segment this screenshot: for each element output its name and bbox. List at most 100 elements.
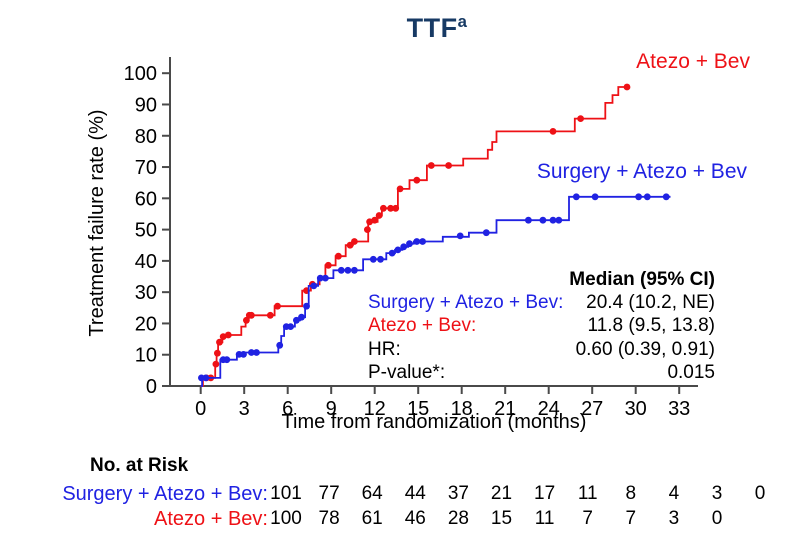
- risk-count: 0: [711, 508, 723, 529]
- censor-mark-atezo-bev: [364, 226, 371, 234]
- risk-count: 7: [625, 508, 637, 529]
- censor-mark-surgery-atezo-bev: [310, 282, 318, 290]
- stats-label-pvalue: P-value*:: [368, 361, 446, 383]
- risk-count: 7: [582, 508, 593, 529]
- x-tick-label: 27: [581, 398, 603, 420]
- censor-mark-surgery-atezo-bev: [549, 216, 557, 224]
- risk-count: 3: [711, 483, 723, 504]
- risk-count: 64: [361, 483, 383, 504]
- risk-count: 37: [447, 483, 469, 504]
- risk-table-title: No. at Risk: [90, 455, 189, 476]
- censor-mark-surgery-atezo-bev: [591, 193, 599, 201]
- censor-mark-atezo-bev: [427, 162, 435, 169]
- censor-mark-surgery-atezo-bev: [316, 274, 324, 282]
- censor-mark-atezo-bev: [214, 349, 221, 357]
- km-chart-canvas: 0 10 20 30 40 50 60 70 80 90 100 0 3 6 9 12 15 18 21 24 27 30…: [124, 57, 698, 420]
- curve-label-surgery-atezo-bev: Surgery + Atezo + Bev: [536, 160, 747, 183]
- stats-row-surgery-atezo-bev: Surgery + Atezo + Bev: 20.4 (10.2, NE): [368, 291, 715, 314]
- y-tick-label: 100: [124, 63, 157, 85]
- stats-value-atezo-bev: 11.8 (9.5, 13.8): [587, 315, 715, 337]
- risk-row-label-surgery-atezo-bev: Surgery + Atezo + Bev:: [62, 483, 268, 505]
- x-axis-title: Time from randomization (months): [281, 411, 587, 433]
- x-tick-label: 33: [668, 398, 690, 420]
- risk-count: 100: [270, 508, 302, 529]
- risk-count: 11: [534, 508, 555, 529]
- risk-count: 17: [534, 483, 556, 504]
- censor-mark-surgery-atezo-bev: [406, 240, 413, 248]
- risk-count: 15: [490, 508, 513, 529]
- censor-mark-atezo-bev: [219, 333, 227, 340]
- y-tick-label: 20: [135, 313, 157, 335]
- censor-mark-atezo-bev: [387, 204, 394, 212]
- censor-mark-atezo-bev: [577, 115, 584, 122]
- risk-count: 21: [490, 483, 513, 504]
- risk-count: 77: [318, 483, 340, 504]
- censor-mark-surgery-atezo-bev: [276, 341, 284, 349]
- censor-mark-surgery-atezo-bev: [240, 351, 247, 358]
- censor-mark-surgery-atezo-bev: [293, 316, 300, 324]
- censor-mark-atezo-bev: [212, 360, 220, 368]
- stats-row-pvalue: P-value*: 0.015: [368, 361, 715, 384]
- censor-mark-atezo-bev: [266, 311, 274, 319]
- censor-mark-atezo-bev: [375, 212, 383, 219]
- censor-mark-atezo-bev: [392, 204, 400, 212]
- censor-mark-surgery-atezo-bev: [388, 249, 396, 257]
- censor-mark-surgery-atezo-bev: [253, 349, 260, 356]
- stats-label-hr: HR:: [368, 338, 401, 360]
- censor-mark-surgery-atezo-bev: [337, 266, 345, 274]
- censor-mark-surgery-atezo-bev: [643, 193, 651, 201]
- risk-count: 61: [361, 508, 383, 529]
- censor-mark-atezo-bev: [248, 311, 255, 319]
- censor-mark-surgery-atezo-bev: [287, 323, 294, 330]
- censor-mark-surgery-atezo-bev: [400, 243, 408, 251]
- y-tick-label: 0: [146, 376, 157, 398]
- stats-value-surgery-atezo-bev: 20.4 (10.2, NE): [586, 292, 715, 314]
- censor-mark-surgery-atezo-bev: [482, 229, 490, 237]
- stats-label-atezo-bev: Atezo + Bev:: [368, 315, 477, 337]
- stats-header-median-ci: Median (95% CI): [569, 269, 715, 290]
- x-tick-label: 24: [538, 398, 560, 420]
- x-tick-label: 18: [451, 398, 473, 420]
- censor-mark-surgery-atezo-bev: [525, 216, 532, 224]
- censor-mark-atezo-bev: [243, 316, 250, 324]
- risk-count: 44: [404, 483, 426, 504]
- risk-count: 101: [270, 483, 302, 504]
- censor-mark-atezo-bev: [366, 218, 373, 226]
- censor-mark-surgery-atezo-bev: [539, 216, 547, 224]
- censor-mark-surgery-atezo-bev: [394, 246, 402, 254]
- censor-mark-surgery-atezo-bev: [303, 302, 310, 310]
- x-tick-label: 21: [494, 398, 516, 420]
- censor-mark-surgery-atezo-bev: [419, 238, 426, 245]
- y-tick-label: 50: [135, 220, 157, 242]
- censor-mark-atezo-bev: [216, 338, 223, 346]
- risk-row-surgery-atezo-bev: Surgery + Atezo + Bev: 101 77 64 44 37 21 17 11…: [0, 483, 804, 507]
- curve-label-atezo-bev: Atezo + Bev: [636, 50, 750, 73]
- stats-block: Median (95% CI) Surgery + Atezo + Bev: 2…: [368, 268, 715, 384]
- censor-mark-atezo-bev: [224, 331, 232, 339]
- risk-count: 46: [404, 508, 426, 529]
- x-tick-label: 3: [239, 398, 250, 420]
- title-text: TTF: [406, 13, 458, 43]
- censor-mark-atezo-bev: [396, 185, 404, 193]
- y-tick-label: 70: [135, 157, 157, 179]
- censor-mark-atezo-bev: [351, 238, 358, 245]
- censor-mark-surgery-atezo-bev: [555, 216, 563, 224]
- censor-mark-surgery-atezo-bev: [322, 274, 329, 282]
- censor-mark-atezo-bev: [445, 162, 452, 169]
- x-tick-label: 30: [625, 398, 647, 420]
- stats-row-atezo-bev: Atezo + Bev: 11.8 (9.5, 13.8): [368, 314, 715, 337]
- stats-row-hr: HR: 0.60 (0.39, 0.91): [368, 338, 715, 361]
- censor-mark-surgery-atezo-bev: [298, 313, 305, 321]
- stats-value-pvalue: 0.015: [667, 361, 715, 383]
- risk-count: 4: [668, 483, 680, 504]
- censor-mark-atezo-bev: [380, 204, 387, 212]
- y-tick-label: 30: [135, 282, 157, 304]
- risk-row-label-atezo-bev: Atezo + Bev:: [154, 508, 268, 530]
- y-tick-label: 40: [135, 251, 157, 273]
- censor-mark-surgery-atezo-bev: [344, 266, 352, 274]
- censor-mark-atezo-bev: [324, 261, 332, 269]
- censor-mark-atezo-bev: [274, 302, 281, 310]
- risk-count: 78: [318, 508, 340, 529]
- risk-count: 3: [668, 508, 680, 529]
